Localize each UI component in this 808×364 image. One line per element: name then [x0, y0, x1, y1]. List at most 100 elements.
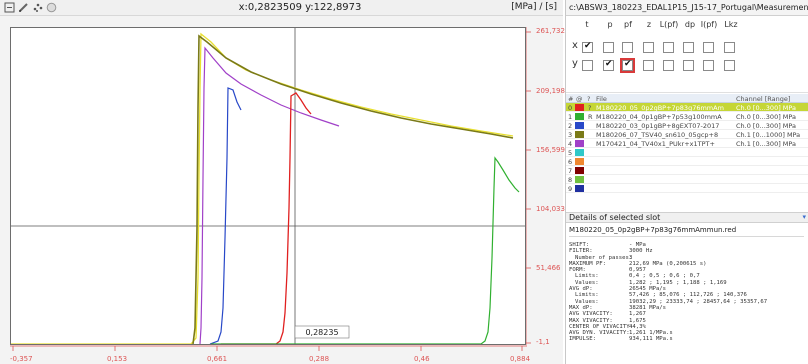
- channel-color-swatch[interactable]: [575, 149, 584, 156]
- checkbox-y-lkz[interactable]: [724, 60, 735, 71]
- y-tick-label: 261,732: [536, 27, 565, 35]
- y-tick-label: 209,198: [536, 87, 565, 95]
- pencil-icon[interactable]: [18, 2, 29, 13]
- channel-row-file: M180220_04_0p1gBP+7p53g100mmA: [596, 113, 722, 121]
- channel-color-swatch[interactable]: [575, 158, 584, 165]
- col-header-channel: Channel [Range]: [736, 95, 791, 103]
- channel-color-swatch[interactable]: [575, 176, 584, 183]
- x-tick-label: 0,884: [510, 355, 531, 363]
- channel-color-swatch[interactable]: [575, 122, 584, 129]
- channel-row-number: 5: [568, 149, 573, 157]
- detail-key: AVG VIVACITY:: [569, 311, 613, 318]
- channel-color-swatch[interactable]: [575, 185, 584, 192]
- channel-row[interactable]: 2 M180220_03_0p1gBP+8gEXT07-2017 Ch.0 [0..…: [566, 121, 808, 130]
- channel-color-swatch[interactable]: [575, 167, 584, 174]
- file-path-bar[interactable]: c:\ABSW3_180223_EDAL1P15_J15-17_Portugal…: [566, 0, 808, 16]
- checkbox-y-pf[interactable]: [620, 58, 635, 73]
- channel-row-range: Ch.0 [0...300] MPa: [736, 113, 797, 121]
- detail-key: Number of passes:: [575, 254, 633, 261]
- channel-row-file: M170421_04_TV40x1_PUkr+x1TPT+: [596, 140, 715, 148]
- channel-color-swatch[interactable]: [575, 104, 584, 111]
- axis-header-p: p: [607, 20, 613, 29]
- x-tick-label: -0,357: [10, 355, 33, 363]
- scatter-icon[interactable]: [32, 2, 43, 13]
- series-red-line: [221, 92, 312, 344]
- channel-row-file: M180220_05_0p2gBP+7p83g76mmAm: [596, 104, 724, 112]
- series-green-line: [211, 156, 520, 344]
- checkbox-x-pf[interactable]: [622, 42, 633, 53]
- detail-row: MAX dP: 38281 MPa/s: [569, 305, 807, 311]
- axis-row-label-y: y: [572, 58, 578, 69]
- collapse-arrow-icon[interactable]: ▾: [802, 213, 806, 221]
- col-header-flag: ?: [587, 95, 591, 103]
- y-tick-label: 104,033: [536, 205, 565, 213]
- x-axis-ticks: [10, 345, 526, 351]
- channel-row[interactable]: 8: [566, 175, 808, 184]
- channel-row[interactable]: 7: [566, 166, 808, 175]
- detail-row: Limits: 0,4 ; 0,5 ; 0,6 ; 0,7: [569, 273, 807, 279]
- detail-key: FORM:: [569, 267, 586, 274]
- series-blue-line: [209, 87, 242, 344]
- checkbox-x-lkz[interactable]: [724, 42, 735, 53]
- checkbox-x-dp[interactable]: [683, 42, 694, 53]
- detail-key: CENTER OF VIVACITY:: [569, 323, 633, 330]
- x-tick-label: 0,661: [207, 355, 228, 363]
- channel-row-range: Ch.0 [0...300] MPa: [736, 104, 797, 112]
- channel-row[interactable]: 4 M170421_04_TV40x1_PUkr+x1TPT+ Ch.1 [0...…: [566, 139, 808, 148]
- checkbox-x-p[interactable]: [603, 42, 614, 53]
- plot-area[interactable]: 0,28235: [10, 27, 526, 345]
- checkbox-y-z[interactable]: [643, 60, 654, 71]
- plot-canvas[interactable]: 0,28235: [11, 28, 525, 344]
- detail-row: SHIFT: - MPa: [569, 242, 807, 248]
- axis-header-i-pf: I(pf): [700, 20, 718, 29]
- channel-color-swatch[interactable]: [575, 140, 584, 147]
- detail-key: SHIFT:: [569, 242, 590, 248]
- details-list: SHIFT: - MPa FILTER: 3000 Hz Number of passe…: [569, 242, 807, 343]
- series-yellow-line: [11, 32, 514, 344]
- channel-row-number: 4: [568, 140, 573, 148]
- detail-row: MAX VIVACITY: 1,675: [569, 318, 807, 324]
- checkbox-y-i-pf[interactable]: [703, 60, 714, 71]
- channel-row[interactable]: 6: [566, 157, 808, 166]
- select-tool-icon[interactable]: [4, 2, 15, 13]
- channel-row-range: Ch.0 [0...300] MPa: [736, 122, 797, 130]
- checkbox-y-t[interactable]: [582, 60, 593, 71]
- channel-row[interactable]: 5: [566, 148, 808, 157]
- checkbox-x-i-pf[interactable]: [703, 42, 714, 53]
- checkbox-y-dp[interactable]: [683, 60, 694, 71]
- channel-row-number: 9: [568, 185, 573, 193]
- series-olive-line: [192, 34, 514, 344]
- detail-key: AVG dP:: [569, 286, 593, 293]
- channel-row[interactable]: 0? M180220_05_0p2gBP+7p83g76mmAm Ch.0 [0..…: [566, 103, 808, 112]
- series-violet-line: [199, 46, 340, 344]
- channel-color-swatch[interactable]: [575, 113, 584, 120]
- checkbox-x-z[interactable]: [643, 42, 654, 53]
- detail-value: 57,426 ; 85,076 ; 112,726 ; 140,376: [629, 292, 747, 299]
- channel-color-swatch[interactable]: [575, 131, 584, 138]
- col-header-file: File: [596, 95, 607, 103]
- channel-row[interactable]: 1 R M180220_04_0p1gBP+7p53g100mmA Ch.0 [0..…: [566, 112, 808, 121]
- channel-row-number: 2: [568, 122, 573, 130]
- detail-row: CENTER OF VIVACITY: 44,3%: [569, 324, 807, 330]
- channel-row-number: 6: [568, 158, 573, 166]
- detail-value: 1,282 ; 1,195 ; 1,188 ; 1,169: [629, 279, 727, 286]
- plot-pane: x:0,2823509 y:122,8973 [MPa] / [s] 0,282…: [0, 0, 565, 364]
- checkbox-y-p[interactable]: [603, 59, 614, 71]
- channel-row-file: M180206_07_TSV40_sn610_05gcp+8: [596, 131, 719, 139]
- channel-row[interactable]: 9: [566, 184, 808, 193]
- cursor-value-box: [294, 325, 350, 339]
- detail-value: 212,69 MPa (0,200615 s): [629, 260, 707, 267]
- checkbox-y-l-pf[interactable]: [663, 60, 674, 71]
- checkbox-x-t[interactable]: [582, 41, 593, 53]
- detail-value: 0,957: [629, 267, 646, 274]
- detail-row: AVG VIVACITY: 1,267: [569, 311, 807, 317]
- detail-key: MAXIMUM PF:: [569, 260, 607, 267]
- channel-row-number: 1: [568, 113, 573, 121]
- checkbox-x-l-pf[interactable]: [663, 42, 674, 53]
- details-header[interactable]: Details of selected slot ▾: [566, 212, 808, 223]
- channel-row[interactable]: 3 M180206_07_TSV40_sn610_05gcp+8 Ch.1 [0..…: [566, 130, 808, 139]
- circle-icon[interactable]: [46, 2, 57, 13]
- detail-key: FILTER:: [569, 248, 593, 255]
- units-label: [MPa] / [s]: [511, 2, 557, 12]
- channel-row-flag: ?: [588, 104, 592, 112]
